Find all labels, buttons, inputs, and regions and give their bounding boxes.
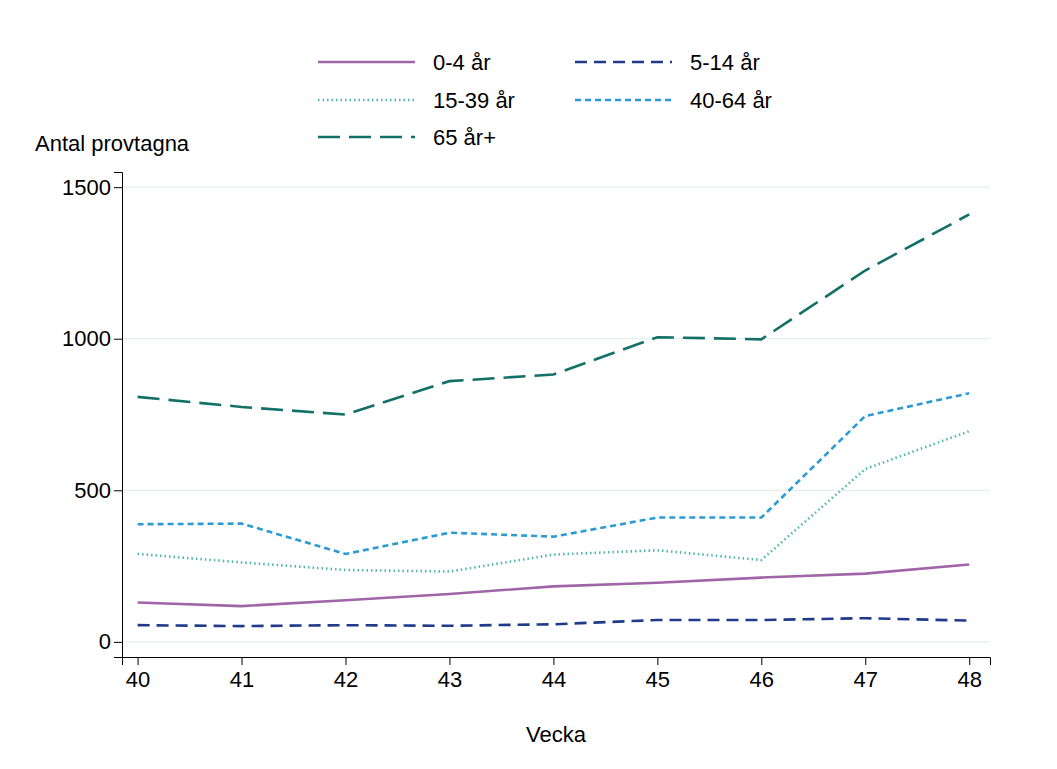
- y-tick-mark: [114, 339, 122, 340]
- x-tick-mark: [761, 657, 762, 665]
- x-tick-mark: [242, 657, 243, 665]
- x-tick: 45: [646, 657, 670, 692]
- x-tick-label: 44: [542, 667, 566, 692]
- x-tick-label: 41: [230, 667, 254, 692]
- x-tick: 40: [126, 657, 150, 692]
- legend-item: 15-39 år: [318, 88, 515, 113]
- series-line: [138, 393, 970, 554]
- legend-item: 5-14 år: [575, 50, 760, 75]
- x-tick: 44: [542, 657, 566, 692]
- grid-line: [122, 490, 990, 491]
- x-tick-mark: [449, 657, 450, 665]
- x-tick-label: 48: [957, 667, 981, 692]
- grid-line: [122, 187, 990, 188]
- legend-item: 65 år+: [318, 125, 496, 150]
- x-tick-label: 47: [854, 667, 878, 692]
- y-tick-label: 1000: [62, 326, 111, 351]
- x-axis-line: [123, 658, 991, 666]
- legend-label: 40-64 år: [690, 88, 772, 113]
- legend-item: 40-64 år: [575, 88, 772, 113]
- y-axis: 0 500 1000 1500: [62, 173, 122, 658]
- y-axis-line: [114, 173, 123, 658]
- x-tick: 46: [750, 657, 774, 692]
- x-tick-label: 42: [334, 667, 358, 692]
- legend-item: 0-4 år: [318, 50, 490, 75]
- chart: 0 500 1000 1500 40 41 42 43 44 45 46 47 48 Antal prov…: [0, 0, 1057, 769]
- legend-swatch: [318, 61, 415, 64]
- legend-swatch: [575, 61, 672, 64]
- y-tick: 0: [99, 629, 122, 654]
- legend-label: 5-14 år: [690, 50, 760, 75]
- x-tick-label: 40: [126, 667, 150, 692]
- x-tick-mark: [345, 657, 346, 665]
- y-tick-label: 1500: [62, 175, 111, 200]
- x-axis-title: Vecka: [526, 722, 587, 747]
- y-tick-mark: [114, 642, 122, 643]
- x-tick-mark: [969, 657, 970, 665]
- y-tick-label: 500: [74, 478, 111, 503]
- y-tick-label: 0: [99, 629, 111, 654]
- legend: 0-4 år 5-14 år 15-39 år 40-64 år 65 år+: [318, 50, 772, 150]
- legend-label: 0-4 år: [433, 50, 490, 75]
- x-tick-label: 43: [438, 667, 462, 692]
- x-tick: 47: [854, 657, 878, 692]
- legend-label: 65 år+: [433, 125, 496, 150]
- x-tick: 41: [230, 657, 254, 692]
- plot-area: [138, 214, 970, 626]
- x-tick-label: 46: [750, 667, 774, 692]
- x-tick-mark: [657, 657, 658, 665]
- x-tick-mark: [865, 657, 866, 665]
- y-tick: 500: [74, 478, 122, 503]
- x-axis: 40 41 42 43 44 45 46 47 48: [123, 657, 991, 692]
- x-tick: 48: [957, 657, 981, 692]
- legend-swatch: [318, 136, 415, 139]
- grid-line: [122, 338, 990, 339]
- x-tick: 43: [438, 657, 462, 692]
- legend-swatch: [575, 99, 672, 102]
- y-tick-mark: [114, 490, 122, 491]
- grid: [122, 187, 990, 642]
- y-tick: 1500: [62, 175, 122, 200]
- y-tick-mark: [114, 187, 122, 188]
- legend-swatch: [318, 99, 415, 102]
- series-line: [138, 214, 970, 414]
- series-line: [138, 618, 970, 626]
- y-tick: 1000: [62, 326, 122, 351]
- x-tick: 42: [334, 657, 358, 692]
- y-axis-title: Antal provtagna: [35, 131, 190, 156]
- x-tick-mark: [138, 657, 139, 665]
- series-line: [138, 431, 970, 571]
- series-line: [138, 565, 970, 607]
- x-tick-mark: [553, 657, 554, 665]
- grid-line: [122, 641, 990, 642]
- x-tick-label: 45: [646, 667, 670, 692]
- legend-label: 15-39 år: [433, 88, 515, 113]
